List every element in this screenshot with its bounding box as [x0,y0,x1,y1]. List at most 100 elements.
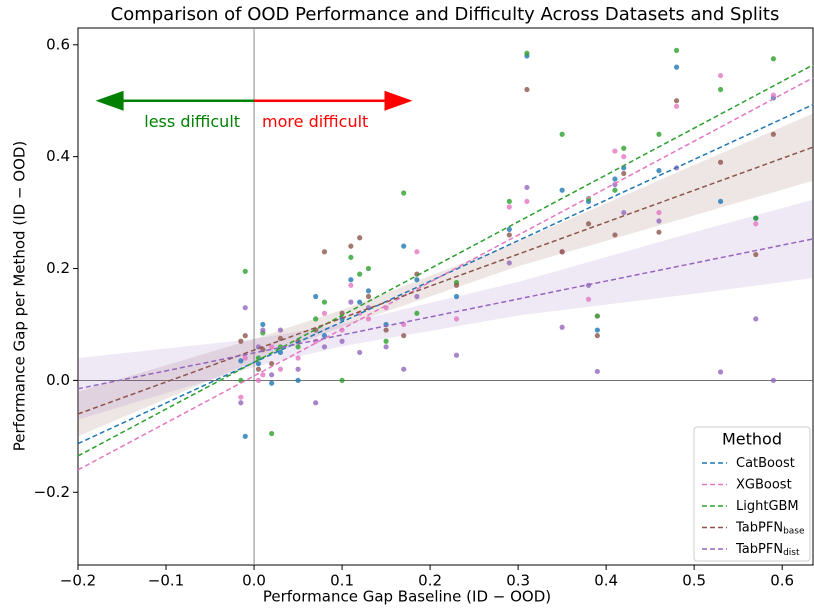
confidence-band [78,113,813,437]
x-tick-label: 0.2 [418,572,442,590]
legend-label-name: LightGBM [736,499,799,514]
data-point [656,168,662,174]
data-point [242,355,248,361]
data-point [255,361,262,367]
data-point [238,338,244,344]
data-point [770,377,776,384]
plot-frame [77,27,814,566]
y-tick-label: −0.2 [34,483,70,501]
data-point [612,187,618,193]
annotation-text: less difficult [144,112,240,131]
data-point [453,282,460,288]
data-point [401,190,407,196]
data-point [321,299,328,305]
data-point [585,221,592,227]
x-tick-label: 0.5 [682,572,706,590]
confidence-band [78,199,813,420]
data-point [506,204,512,210]
data-point [365,316,372,322]
data-point [506,226,512,232]
data-point [242,268,248,274]
x-tick-label: −0.2 [60,572,96,590]
data-point [594,327,600,333]
data-point [673,47,680,53]
annotation-text: more difficult [262,112,368,131]
data-point [414,310,420,316]
data-point [357,299,363,305]
data-point [357,235,363,241]
legend-label-name: TabPFN [735,542,783,557]
x-tick-label: 0.3 [506,572,530,590]
data-point [277,349,284,356]
data-point [717,159,724,165]
data-point [269,344,275,350]
annotation-arrow-head [95,90,124,111]
data-point [357,349,363,356]
data-point [321,249,328,255]
data-point [383,338,389,344]
data-point [269,380,275,386]
data-point [295,344,301,350]
data-point [255,377,262,384]
data-point [401,366,407,372]
data-point [524,184,530,191]
data-point [313,293,319,300]
data-point [313,400,319,406]
data-point [717,72,724,79]
data-point [348,299,354,305]
data-point [414,277,420,283]
data-point [401,243,407,249]
data-point [506,198,512,205]
legend-label: TabPFNbase [735,520,805,536]
fit-line [77,238,814,390]
data-point [656,229,662,235]
legend-label: XGBoost [736,477,792,492]
data-point [673,103,680,109]
data-point [453,316,460,322]
data-point [295,355,301,361]
data-point [339,377,345,384]
data-point [559,249,565,255]
data-point [383,344,389,350]
y-tick-label: 0.0 [46,371,70,389]
data-point [242,433,248,439]
data-point [348,243,354,249]
legend-label-subscript: dist [783,548,800,558]
data-point [255,344,262,350]
data-point [612,232,618,238]
y-tick-label: 0.6 [46,35,70,53]
data-point [559,324,565,330]
data-point [753,221,759,227]
data-point [348,282,354,288]
data-point [414,293,420,300]
fit-line [77,77,814,471]
data-point [321,310,328,316]
x-tick-label: 0.4 [594,572,618,590]
fit-line [77,146,814,415]
data-point [594,368,600,375]
x-tick-label: −0.1 [148,572,184,590]
data-point [506,232,512,238]
data-point [621,209,627,216]
data-point [612,176,618,182]
data-point [255,366,262,372]
data-point [242,333,248,339]
data-point [277,366,284,372]
data-point [242,305,248,311]
data-point [269,372,275,378]
data-point [753,251,759,258]
data-point [453,293,460,300]
data-point [238,394,244,400]
data-point [348,254,354,260]
data-point [277,327,284,333]
legend-label: LightGBM [736,499,799,514]
data-point [673,98,680,104]
data-point [524,198,530,205]
data-point [401,333,407,339]
data-point [339,338,345,344]
fit-line [77,64,814,457]
data-point [295,377,301,384]
data-point [594,333,600,339]
data-point [770,92,776,98]
